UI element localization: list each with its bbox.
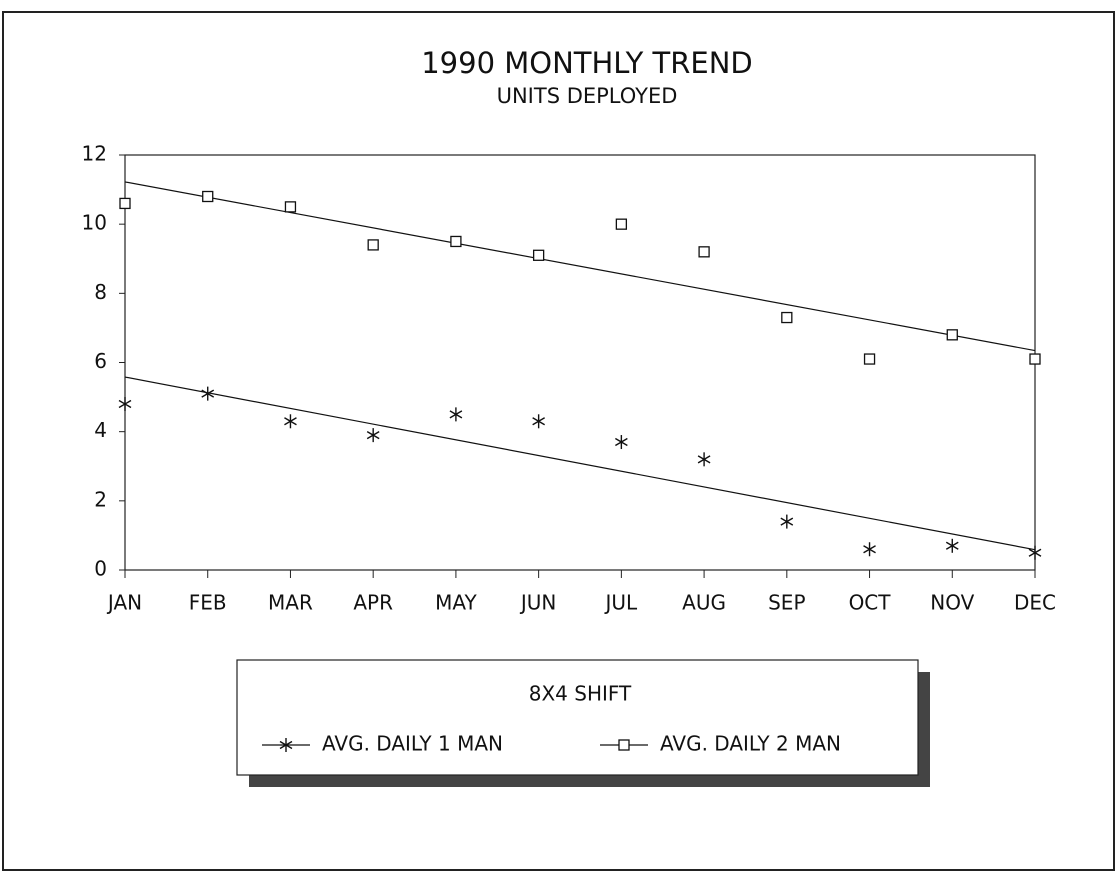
x-tick-label: NOV: [930, 591, 974, 615]
y-tick-label: 10: [82, 211, 107, 235]
x-tick-label: AUG: [682, 591, 726, 615]
square-marker: [698, 246, 710, 258]
y-tick-label: 8: [94, 280, 107, 304]
trend-line: [124, 181, 1036, 352]
y-tick-label: 2: [94, 487, 107, 511]
asterisk-marker: [1028, 545, 1042, 560]
asterisk-stroke: [1028, 548, 1042, 557]
asterisk-stroke: [945, 541, 959, 550]
legend-label: AVG. DAILY 1 MAN: [322, 732, 503, 756]
legend-label: AVG. DAILY 2 MAN: [660, 732, 841, 756]
square-marker: [450, 235, 462, 248]
x-tick-label: MAR: [268, 591, 313, 615]
square-marker: [863, 353, 876, 365]
asterisk-marker: [532, 414, 545, 429]
x-tick-label: FEB: [189, 591, 227, 615]
asterisk-marker: [118, 397, 132, 411]
asterisk-stroke: [279, 740, 293, 750]
asterisk-marker: [201, 386, 215, 401]
x-tick-label: MAY: [435, 591, 477, 615]
trend-line: [124, 376, 1036, 551]
asterisk-marker: [863, 542, 876, 557]
asterisk-stroke: [201, 389, 215, 398]
square-marker: [946, 329, 958, 341]
x-tick-label: SEP: [768, 591, 805, 615]
square-marker: [1029, 353, 1041, 365]
asterisk-marker: [366, 428, 380, 443]
square-marker: [615, 218, 628, 230]
x-tick-label: JUL: [604, 591, 639, 615]
legend-title: 8X4 SHIFT: [529, 682, 632, 706]
x-tick-label: OCT: [849, 591, 892, 615]
square-marker: [532, 249, 545, 261]
asterisk-stroke: [532, 417, 545, 426]
asterisk-marker: [945, 538, 959, 553]
asterisk-stroke: [366, 431, 380, 440]
asterisk-marker: [284, 414, 297, 429]
chart-title: 1990 MONTHLY TREND: [421, 46, 753, 80]
asterisk-stroke: [863, 545, 876, 554]
asterisk-stroke: [697, 455, 711, 464]
x-tick-label: JAN: [106, 591, 142, 615]
asterisk-marker: [697, 452, 711, 467]
asterisk-marker: [615, 435, 628, 450]
x-tick-label: JUN: [519, 591, 557, 615]
asterisk-marker: [279, 738, 293, 752]
y-tick-label: 4: [94, 418, 107, 442]
y-tick-label: 6: [94, 349, 107, 373]
asterisk-stroke: [780, 517, 794, 526]
y-tick-label: 12: [82, 142, 107, 166]
asterisk-stroke: [615, 437, 628, 447]
square-marker: [202, 190, 214, 203]
asterisk-stroke: [449, 410, 463, 419]
square-marker: [284, 201, 297, 213]
asterisk-marker: [449, 407, 463, 422]
y-tick-label: 0: [94, 557, 107, 581]
asterisk-marker: [780, 514, 794, 529]
asterisk-stroke: [284, 417, 297, 426]
square-marker: [781, 311, 793, 324]
asterisk-stroke: [118, 399, 132, 409]
x-tick-label: DEC: [1014, 591, 1056, 615]
square-marker: [618, 739, 630, 751]
square-marker: [367, 239, 379, 251]
legend: [236, 659, 919, 776]
square-marker: [119, 197, 131, 210]
x-tick-label: APR: [353, 591, 393, 615]
chart-subtitle: UNITS DEPLOYED: [497, 84, 678, 108]
